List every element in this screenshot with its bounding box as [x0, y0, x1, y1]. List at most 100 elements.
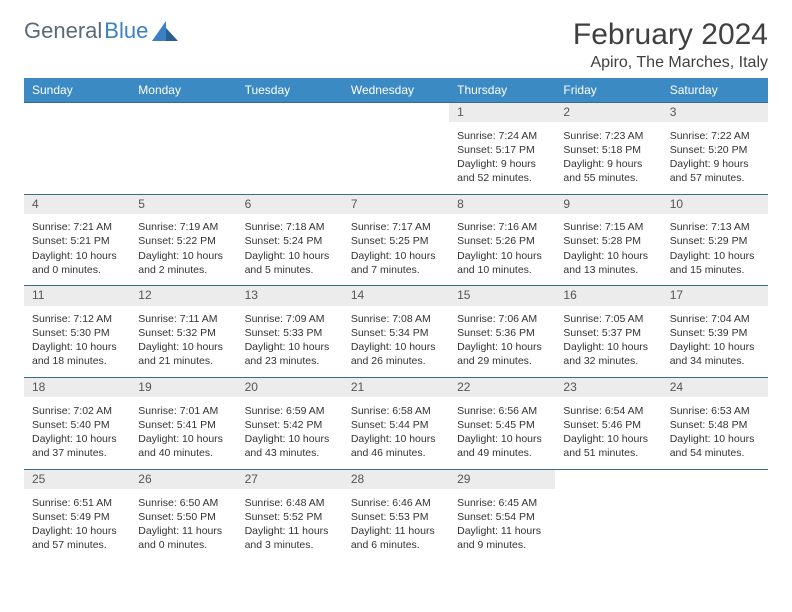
- day-line-sr: Sunrise: 7:23 AM: [563, 129, 653, 143]
- day-line-d1: Daylight: 10 hours: [670, 340, 760, 354]
- day-number: 3: [670, 105, 677, 119]
- day-number-cell: [662, 469, 768, 489]
- day-cell: Sunrise: 7:02 AMSunset: 5:40 PMDaylight:…: [24, 397, 130, 469]
- day-number: 7: [351, 197, 358, 211]
- day-cell: Sunrise: 7:21 AMSunset: 5:21 PMDaylight:…: [24, 214, 130, 286]
- day-cell-body: Sunrise: 6:48 AMSunset: 5:52 PMDaylight:…: [237, 492, 343, 559]
- week-body-row: Sunrise: 7:02 AMSunset: 5:40 PM Daylight:…: [24, 397, 768, 469]
- day-line-sr: Sunrise: 7:19 AM: [138, 220, 228, 234]
- day-cell-body: Sunrise: 7:21 AMSunset: 5:21 PMDaylight:…: [24, 216, 130, 283]
- day-number-cell: 17: [662, 286, 768, 306]
- day-line-d2: and 21 minutes.: [138, 354, 228, 368]
- day-cell: [662, 489, 768, 561]
- day-line-ss: Sunset: 5:17 PM: [457, 143, 547, 157]
- day-line-d2: and 10 minutes.: [457, 263, 547, 277]
- dow-mon: Monday: [130, 78, 236, 103]
- day-cell-body: Sunrise: 7:01 AMSunset: 5:41 PMDaylight:…: [130, 400, 236, 467]
- day-number: 5: [138, 197, 145, 211]
- logo-text-2: Blue: [104, 18, 148, 44]
- day-cell: Sunrise: 6:58 AMSunset: 5:44 PMDaylight:…: [343, 397, 449, 469]
- day-line-sr: Sunrise: 7:17 AM: [351, 220, 441, 234]
- day-line-sr: Sunrise: 6:59 AM: [245, 404, 335, 418]
- day-cell: Sunrise: 6:46 AMSunset: 5:53 PMDaylight:…: [343, 489, 449, 561]
- day-number: 8: [457, 197, 464, 211]
- day-number-cell: 9: [555, 194, 661, 214]
- day-line-d2: and 18 minutes.: [32, 354, 122, 368]
- day-line-d1: Daylight: 10 hours: [563, 249, 653, 263]
- day-line-ss: Sunset: 5:36 PM: [457, 326, 547, 340]
- day-number: 18: [32, 380, 45, 394]
- day-number-cell: 28: [343, 469, 449, 489]
- dow-wed: Wednesday: [343, 78, 449, 103]
- day-line-ss: Sunset: 5:26 PM: [457, 234, 547, 248]
- day-line-ss: Sunset: 5:34 PM: [351, 326, 441, 340]
- day-number-cell: 19: [130, 378, 236, 398]
- day-cell: Sunrise: 7:19 AMSunset: 5:22 PMDaylight:…: [130, 214, 236, 286]
- day-line-ss: Sunset: 5:25 PM: [351, 234, 441, 248]
- day-line-sr: Sunrise: 7:15 AM: [563, 220, 653, 234]
- day-line-d1: Daylight: 10 hours: [563, 432, 653, 446]
- day-line-d2: and 5 minutes.: [245, 263, 335, 277]
- day-line-sr: Sunrise: 6:58 AM: [351, 404, 441, 418]
- day-cell-body: Sunrise: 7:02 AMSunset: 5:40 PMDaylight:…: [24, 400, 130, 467]
- week-body-row: Sunrise: 7:12 AMSunset: 5:30 PMDaylight:…: [24, 306, 768, 378]
- day-number-cell: 14: [343, 286, 449, 306]
- day-number-cell: 23: [555, 378, 661, 398]
- day-line-d2: and 34 minutes.: [670, 354, 760, 368]
- day-line-d1: Daylight: 9 hours: [670, 157, 760, 171]
- day-line-ss: Sunset: 5:40 PM: [32, 418, 122, 432]
- day-line-d2: and 46 minutes.: [351, 446, 441, 460]
- daynum-row: 2526272829: [24, 469, 768, 489]
- day-line-d1: Daylight: 10 hours: [138, 432, 228, 446]
- day-cell-body: Sunrise: 7:17 AMSunset: 5:25 PMDaylight:…: [343, 216, 449, 283]
- day-line-ss: Sunset: 5:32 PM: [138, 326, 228, 340]
- day-line-ss: Sunset: 5:46 PM: [563, 418, 653, 432]
- day-cell: Sunrise: 7:05 AMSunset: 5:37 PMDaylight:…: [555, 306, 661, 378]
- day-line-d1: Daylight: 11 hours: [138, 524, 228, 538]
- day-line-sr: Sunrise: 7:05 AM: [563, 312, 653, 326]
- day-cell: Sunrise: 6:56 AMSunset: 5:45 PMDaylight:…: [449, 397, 555, 469]
- day-line-sr: Sunrise: 7:02 AM: [32, 404, 122, 418]
- day-line-sr: Sunrise: 7:21 AM: [32, 220, 122, 234]
- day-line-d1: Daylight: 10 hours: [138, 340, 228, 354]
- day-number-cell: 6: [237, 194, 343, 214]
- day-line-d1: Daylight: 10 hours: [245, 249, 335, 263]
- week-body-row: Sunrise: 7:21 AMSunset: 5:21 PMDaylight:…: [24, 214, 768, 286]
- dow-sat: Saturday: [662, 78, 768, 103]
- day-line-d2: and 9 minutes.: [457, 538, 547, 552]
- day-line-sr: Sunrise: 7:13 AM: [670, 220, 760, 234]
- day-line-d1: Daylight: 10 hours: [457, 340, 547, 354]
- day-number-cell: [237, 103, 343, 123]
- day-line-ss: Sunset: 5:22 PM: [138, 234, 228, 248]
- day-line-ss: Sunset: 5:52 PM: [245, 510, 335, 524]
- day-line-d1: Daylight: 11 hours: [245, 524, 335, 538]
- day-cell-body: Sunrise: 7:05 AMSunset: 5:37 PMDaylight:…: [555, 308, 661, 375]
- dow-sun: Sunday: [24, 78, 130, 103]
- day-line-sr: Sunrise: 7:06 AM: [457, 312, 547, 326]
- day-line-ss: Sunset: 5:54 PM: [457, 510, 547, 524]
- day-line-sr: Sunrise: 6:54 AM: [563, 404, 653, 418]
- day-cell-body: Sunrise: 6:53 AMSunset: 5:48 PMDaylight:…: [662, 400, 768, 467]
- day-cell: Sunrise: 6:59 AMSunset: 5:42 PMDaylight:…: [237, 397, 343, 469]
- day-line-d2: and 26 minutes.: [351, 354, 441, 368]
- day-cell: Sunrise: 7:09 AMSunset: 5:33 PMDaylight:…: [237, 306, 343, 378]
- day-number: 20: [245, 380, 258, 394]
- day-line-d1: Daylight: 10 hours: [32, 340, 122, 354]
- day-number: 24: [670, 380, 683, 394]
- day-number-cell: 13: [237, 286, 343, 306]
- day-cell: [555, 489, 661, 561]
- day-cell-body: Sunrise: 6:51 AMSunset: 5:49 PMDaylight:…: [24, 492, 130, 559]
- day-cell-body: Sunrise: 6:54 AMSunset: 5:46 PMDaylight:…: [555, 400, 661, 467]
- day-number: 4: [32, 197, 39, 211]
- day-cell: [130, 122, 236, 194]
- day-line-d1: Daylight: 10 hours: [670, 432, 760, 446]
- day-cell: Sunrise: 7:16 AMSunset: 5:26 PMDaylight:…: [449, 214, 555, 286]
- day-line-d2: and 51 minutes.: [563, 446, 653, 460]
- dow-row: Sunday Monday Tuesday Wednesday Thursday…: [24, 78, 768, 103]
- day-line-d1: Daylight: 9 hours: [563, 157, 653, 171]
- day-line-d2: and 0 minutes.: [138, 538, 228, 552]
- day-line-d1: Daylight: 11 hours: [457, 524, 547, 538]
- day-number: 19: [138, 380, 151, 394]
- logo: GeneralBlue: [24, 18, 178, 44]
- day-line-d1: Daylight: 10 hours: [457, 432, 547, 446]
